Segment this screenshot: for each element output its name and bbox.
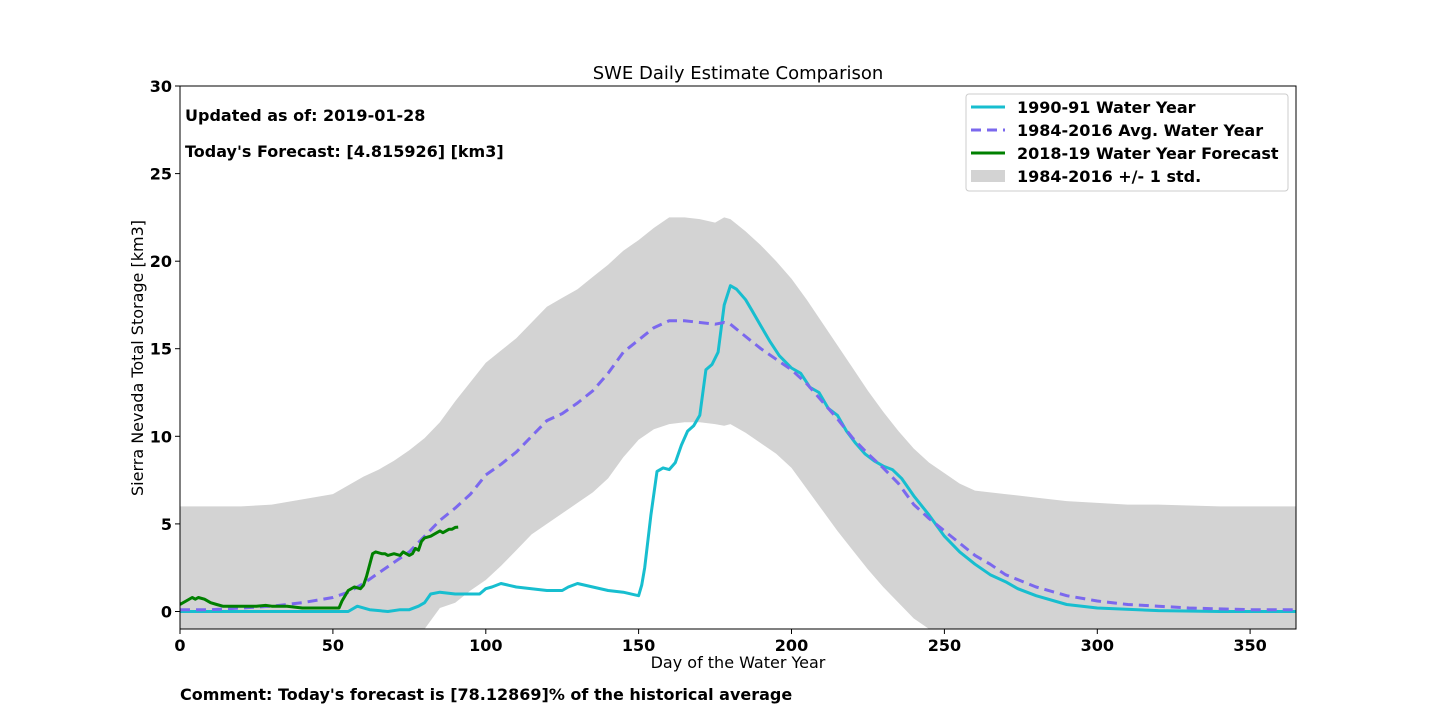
x-tick-label: 150 [622,636,655,655]
x-axis-title: Day of the Water Year [651,653,826,672]
x-tick-label: 100 [469,636,502,655]
y-tick-label: 20 [150,252,172,271]
legend-label-avg: 1984-2016 Avg. Water Year [1017,121,1263,140]
y-tick-label: 10 [150,427,172,446]
y-tick-label: 15 [150,340,172,359]
plot-area [180,217,1296,629]
x-tick-label: 350 [1233,636,1266,655]
std-band [180,217,1296,629]
legend-swatch-band [971,170,1005,182]
x-tick-label: 200 [775,636,808,655]
chart-title: SWE Daily Estimate Comparison [593,63,884,84]
y-axis-title: Sierra Nevada Total Storage [km3] [128,220,147,496]
comment-note: Comment: Today's forecast is [78.12869]%… [180,685,792,704]
x-tick-label: 300 [1081,636,1114,655]
series-1990-91 [180,284,1296,613]
legend-label-forecast: 2018-19 Water Year Forecast [1017,144,1279,163]
legend-label-1990-91: 1990-91 Water Year [1017,98,1196,117]
legend: 1990-91 Water Year 1984-2016 Avg. Water … [965,93,1289,192]
updated-note: Updated as of: 2019-01-28 [185,106,425,125]
x-tick-label: 0 [174,636,185,655]
y-tick-label: 5 [161,515,172,534]
x-tick-label: 250 [928,636,961,655]
x-axis-ticks: 0 50 100 150 200 250 300 350 [174,629,1267,655]
x-tick-label: 50 [322,636,344,655]
series-layer [180,284,1296,613]
y-tick-label: 30 [150,77,172,96]
y-axis-ticks: 0 5 10 15 20 25 30 [150,77,180,622]
forecast-note: Today's Forecast: [4.815926] [km3] [185,142,504,161]
y-tick-label: 0 [161,603,172,622]
series-avg [180,319,1296,612]
legend-label-band: 1984-2016 +/- 1 std. [1017,167,1201,186]
plot-frame [179,85,1297,630]
series-forecast [180,525,459,610]
legend-box [965,93,1289,192]
y-tick-label: 25 [150,165,172,184]
